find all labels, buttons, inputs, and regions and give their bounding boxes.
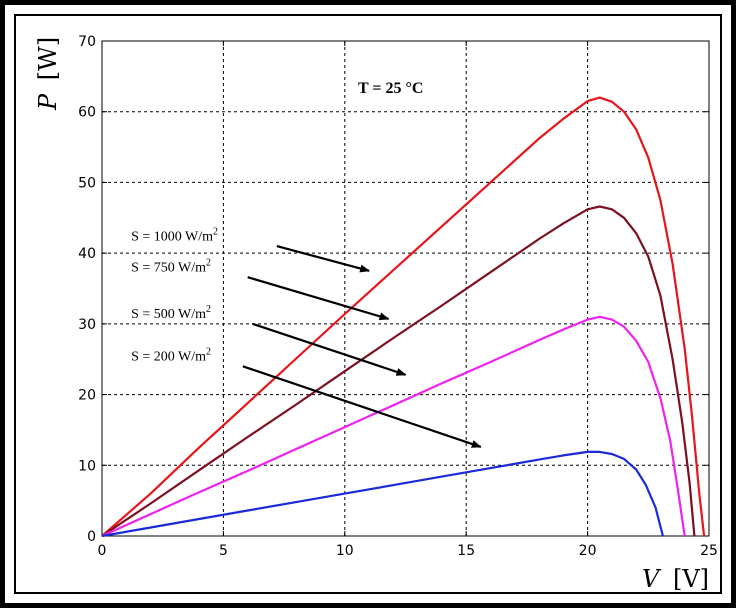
axis-labels: P [W] V [V] [34, 37, 709, 593]
y-axis-unit: [W] [34, 37, 62, 80]
series-lines [101, 96, 706, 538]
x-axis-variable: V [642, 565, 662, 593]
y-tick-label: 40 [78, 246, 96, 262]
temperature-annotation: T = 25 °C [358, 80, 423, 97]
y-tick-label: 20 [78, 388, 96, 404]
series-label-3: S = 200 W/m2 [131, 347, 211, 365]
series-line-0 [101, 96, 706, 537]
x-tick-label: 25 [700, 543, 718, 559]
series-label-arrow-2 [252, 322, 407, 376]
y-tick-label: 0 [87, 529, 96, 545]
x-tick-label: 20 [579, 543, 597, 559]
y-tick-label: 10 [78, 458, 96, 474]
y-axis-label: P [W] [34, 37, 62, 111]
series-line-3 [101, 450, 664, 538]
x-tick-label: 0 [98, 543, 107, 559]
series-label-2: S = 500 W/m2 [131, 304, 211, 322]
series-line-1 [101, 205, 696, 537]
series-label-arrow-1 [247, 276, 390, 321]
y-tick-label: 50 [78, 175, 96, 191]
x-axis-label: V [V] [642, 565, 709, 593]
x-tick-label: 5 [219, 543, 228, 559]
series-label-arrow-3 [242, 365, 482, 448]
y-tick-label: 60 [78, 105, 96, 121]
y-tick-label: 70 [78, 34, 96, 50]
x-axis-unit: [V] [673, 565, 709, 593]
annotations: T = 25 °C S = 1000 W/m2 S = 750 W/m2 S = 5… [131, 80, 482, 448]
y-axis-variable: P [34, 93, 62, 111]
series-label-1: S = 750 W/m2 [131, 258, 211, 276]
y-tick-label: 30 [78, 317, 96, 333]
series-line-2 [101, 315, 686, 538]
plot-area [101, 40, 710, 537]
series-label-0: S = 1000 W/m2 [131, 226, 218, 244]
figure-inner-border [14, 14, 722, 594]
x-tick-label: 10 [336, 543, 354, 559]
axis-ticks: 0 5 10 15 20 25 0 10 20 30 40 50 60 70 [78, 34, 718, 559]
series-label-arrow-0 [276, 245, 371, 273]
x-tick-label: 15 [457, 543, 475, 559]
